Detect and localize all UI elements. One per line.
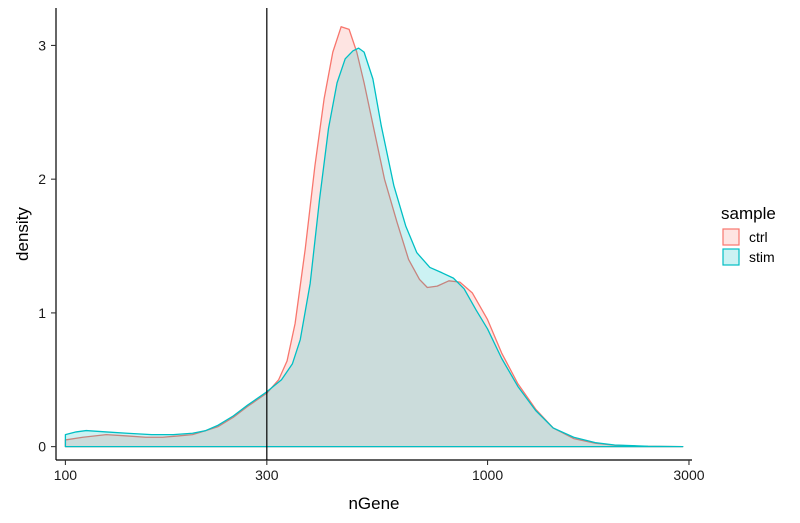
y-axis-ticks: 0 1 2 3 <box>38 37 56 455</box>
legend-items: ctrl stim <box>722 228 775 266</box>
x-tick-label: 300 <box>255 467 279 483</box>
y-tick-label: 1 <box>38 305 46 321</box>
x-axis-ticks: 100 300 1000 3000 <box>54 460 705 483</box>
legend-key-stim <box>722 248 740 266</box>
x-axis-title: nGene <box>348 494 399 513</box>
y-axis-title: density <box>13 207 32 261</box>
y-tick-label: 3 <box>38 37 46 53</box>
y-tick-label: 2 <box>38 171 46 187</box>
y-tick-label: 0 <box>38 439 46 455</box>
legend: sample ctrl stim <box>721 204 776 266</box>
density-area-ctrl <box>64 26 684 448</box>
legend-label-stim: stim <box>749 249 775 265</box>
legend-key-ctrl <box>722 228 740 246</box>
series-layer <box>64 26 684 448</box>
legend-title: sample <box>721 204 776 223</box>
x-tick-label: 1000 <box>472 467 503 483</box>
x-tick-label: 3000 <box>673 467 704 483</box>
density-area-stim <box>64 47 684 448</box>
legend-label-ctrl: ctrl <box>749 229 768 245</box>
x-tick-label: 100 <box>54 467 78 483</box>
